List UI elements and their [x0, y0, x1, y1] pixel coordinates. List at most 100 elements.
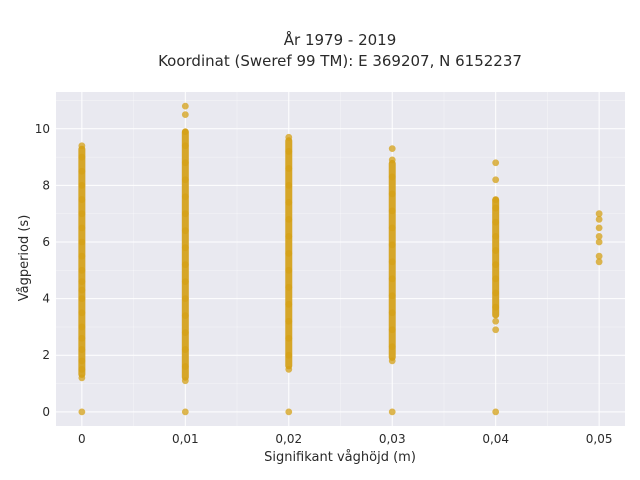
chart-title: År 1979 - 2019 — [284, 30, 397, 49]
dense-point-band — [181, 128, 189, 381]
data-point — [388, 309, 396, 317]
data-point — [595, 224, 603, 232]
data-point — [285, 232, 293, 240]
data-point — [181, 346, 189, 353]
data-point — [181, 227, 189, 235]
data-point — [388, 173, 396, 181]
data-point — [388, 156, 396, 164]
data-point — [78, 374, 86, 382]
y-tick-label: 2 — [42, 348, 50, 362]
data-point — [285, 165, 293, 172]
data-point — [285, 334, 293, 342]
data-point — [181, 102, 189, 110]
chart-subtitle: Koordinat (Sweref 99 TM): E 369207, N 61… — [158, 52, 522, 70]
data-point — [78, 357, 86, 365]
x-tick-label: 0,01 — [172, 432, 199, 446]
data-point — [285, 133, 293, 141]
data-point — [492, 275, 500, 283]
dense-point-band — [78, 145, 86, 378]
x-tick-label: 0 — [78, 432, 86, 446]
data-point — [492, 204, 500, 212]
y-tick-label: 6 — [42, 235, 50, 249]
data-point — [388, 258, 396, 266]
data-point — [78, 365, 86, 373]
x-tick-label: 0,05 — [586, 432, 613, 446]
data-point — [78, 238, 86, 246]
data-point — [492, 408, 500, 416]
data-point — [492, 317, 500, 325]
data-point — [78, 153, 86, 161]
data-point — [285, 408, 293, 416]
data-point — [78, 346, 86, 353]
data-point — [492, 289, 500, 297]
data-point — [78, 309, 86, 317]
data-point — [595, 215, 603, 223]
data-point — [78, 142, 86, 150]
y-tick-label: 0 — [42, 405, 50, 419]
data-points — [78, 102, 603, 416]
x-axis-title: Signifikant våghöjd (m) — [264, 450, 416, 465]
data-point — [181, 278, 189, 286]
data-point — [181, 176, 189, 184]
data-point — [78, 408, 86, 416]
data-point — [78, 252, 86, 260]
data-point — [78, 224, 86, 232]
data-point — [388, 207, 396, 215]
data-point — [78, 266, 86, 274]
data-point — [285, 351, 293, 359]
data-point — [181, 111, 189, 119]
data-point — [492, 196, 500, 203]
data-point — [492, 218, 500, 226]
data-point — [78, 182, 86, 189]
data-point — [492, 247, 500, 254]
data-point — [285, 182, 293, 189]
data-point — [388, 241, 396, 249]
data-point — [388, 145, 396, 153]
data-point — [595, 258, 603, 266]
data-point — [181, 295, 189, 303]
data-point — [78, 210, 86, 218]
data-point — [285, 283, 293, 291]
data-point — [285, 266, 293, 274]
data-point — [181, 210, 189, 218]
data-point — [388, 190, 396, 198]
data-point — [78, 196, 86, 203]
x-tick-label: 0,03 — [379, 432, 406, 446]
data-point — [285, 249, 293, 257]
y-tick-label: 8 — [42, 178, 50, 192]
data-point — [492, 326, 500, 334]
x-tick-labels: 0 0,01 0,02 0,03 0,04 0,05 — [78, 432, 612, 446]
y-tick-label: 4 — [42, 292, 50, 306]
data-point — [181, 193, 189, 201]
data-point — [388, 224, 396, 232]
data-point — [492, 261, 500, 269]
data-point — [181, 142, 189, 150]
data-point — [181, 261, 189, 269]
data-point — [595, 238, 603, 246]
data-point — [181, 363, 189, 370]
data-point — [78, 278, 86, 286]
data-point — [492, 159, 500, 167]
x-tick-label: 0,04 — [482, 432, 509, 446]
dense-point-band — [492, 196, 500, 319]
y-axis-title: Vågperiod (s) — [17, 215, 32, 302]
data-point — [78, 323, 86, 331]
data-point — [181, 312, 189, 320]
data-point — [285, 148, 293, 155]
data-point — [595, 232, 603, 240]
data-point — [492, 232, 500, 240]
data-point — [388, 343, 396, 351]
data-point — [285, 215, 293, 223]
data-point — [388, 357, 396, 365]
data-point — [78, 334, 86, 342]
data-point — [388, 275, 396, 283]
data-point — [181, 244, 189, 252]
data-point — [78, 295, 86, 303]
data-point — [388, 292, 396, 300]
data-point — [492, 303, 500, 311]
data-point — [595, 252, 603, 260]
y-tick-label: 10 — [35, 122, 50, 136]
data-point — [595, 210, 603, 218]
y-tick-labels: 0 2 4 6 8 10 — [35, 122, 50, 419]
